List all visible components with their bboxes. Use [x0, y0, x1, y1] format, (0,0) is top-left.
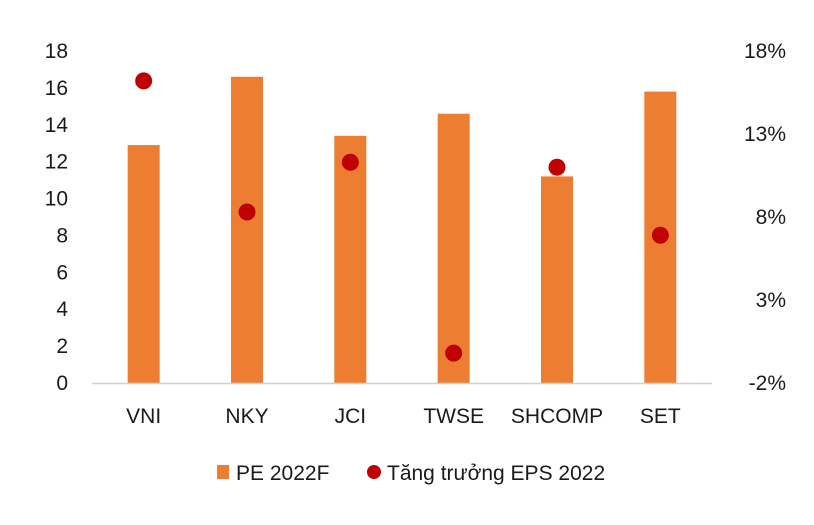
dot: [445, 344, 463, 362]
legend-dot-label: Tăng trưởng EPS 2022: [387, 462, 605, 485]
y-left-tick-label: 0: [56, 372, 68, 395]
x-category-label: SHCOMP: [511, 405, 603, 428]
bar-series: [127, 76, 677, 384]
y-left-tick-label: 2: [56, 335, 68, 358]
bar: [541, 176, 573, 383]
y-left-tick-label: 14: [45, 114, 69, 137]
dot-series: [135, 72, 669, 362]
dot: [135, 72, 153, 90]
bar: [437, 113, 470, 383]
y-right-axis: -2% 3% 8% 13% 18%: [744, 40, 786, 395]
y-left-tick-label: 18: [45, 40, 68, 63]
x-category-label: NKY: [225, 405, 268, 428]
y-left-tick-label: 6: [56, 261, 68, 284]
bar: [231, 76, 263, 384]
x-axis-categories: VNI NKY JCI TWSE SHCOMP SET: [126, 405, 681, 428]
dot: [548, 158, 566, 176]
y-right-tick-label: 13%: [744, 123, 786, 146]
legend: PE 2022F Tăng trưởng EPS 2022: [217, 462, 605, 485]
bar: [334, 135, 367, 383]
y-left-tick-label: 12: [45, 151, 68, 174]
legend-bar-label: PE 2022F: [236, 462, 329, 485]
y-left-tick-label: 8: [56, 224, 68, 247]
y-right-tick-label: 3%: [756, 289, 786, 312]
y-right-tick-label: 8%: [756, 206, 786, 229]
y-right-tick-label: 18%: [744, 40, 786, 63]
y-left-tick-label: 10: [45, 188, 68, 211]
x-category-label: TWSE: [423, 405, 484, 428]
x-category-label: SET: [640, 405, 681, 428]
y-left-tick-label: 16: [45, 77, 68, 100]
dot: [651, 226, 669, 244]
legend-dot-swatch: [367, 465, 381, 479]
legend-bar-swatch: [217, 465, 229, 479]
x-category-label: JCI: [335, 405, 367, 428]
x-category-label: VNI: [126, 405, 161, 428]
dot: [238, 203, 256, 221]
y-right-tick-label: -2%: [749, 372, 786, 395]
dot: [341, 153, 359, 171]
y-left-axis: 0 2 4 6 8 10 12 14 16 18: [45, 40, 69, 395]
bar: [127, 145, 160, 383]
y-left-tick-label: 4: [56, 298, 68, 321]
